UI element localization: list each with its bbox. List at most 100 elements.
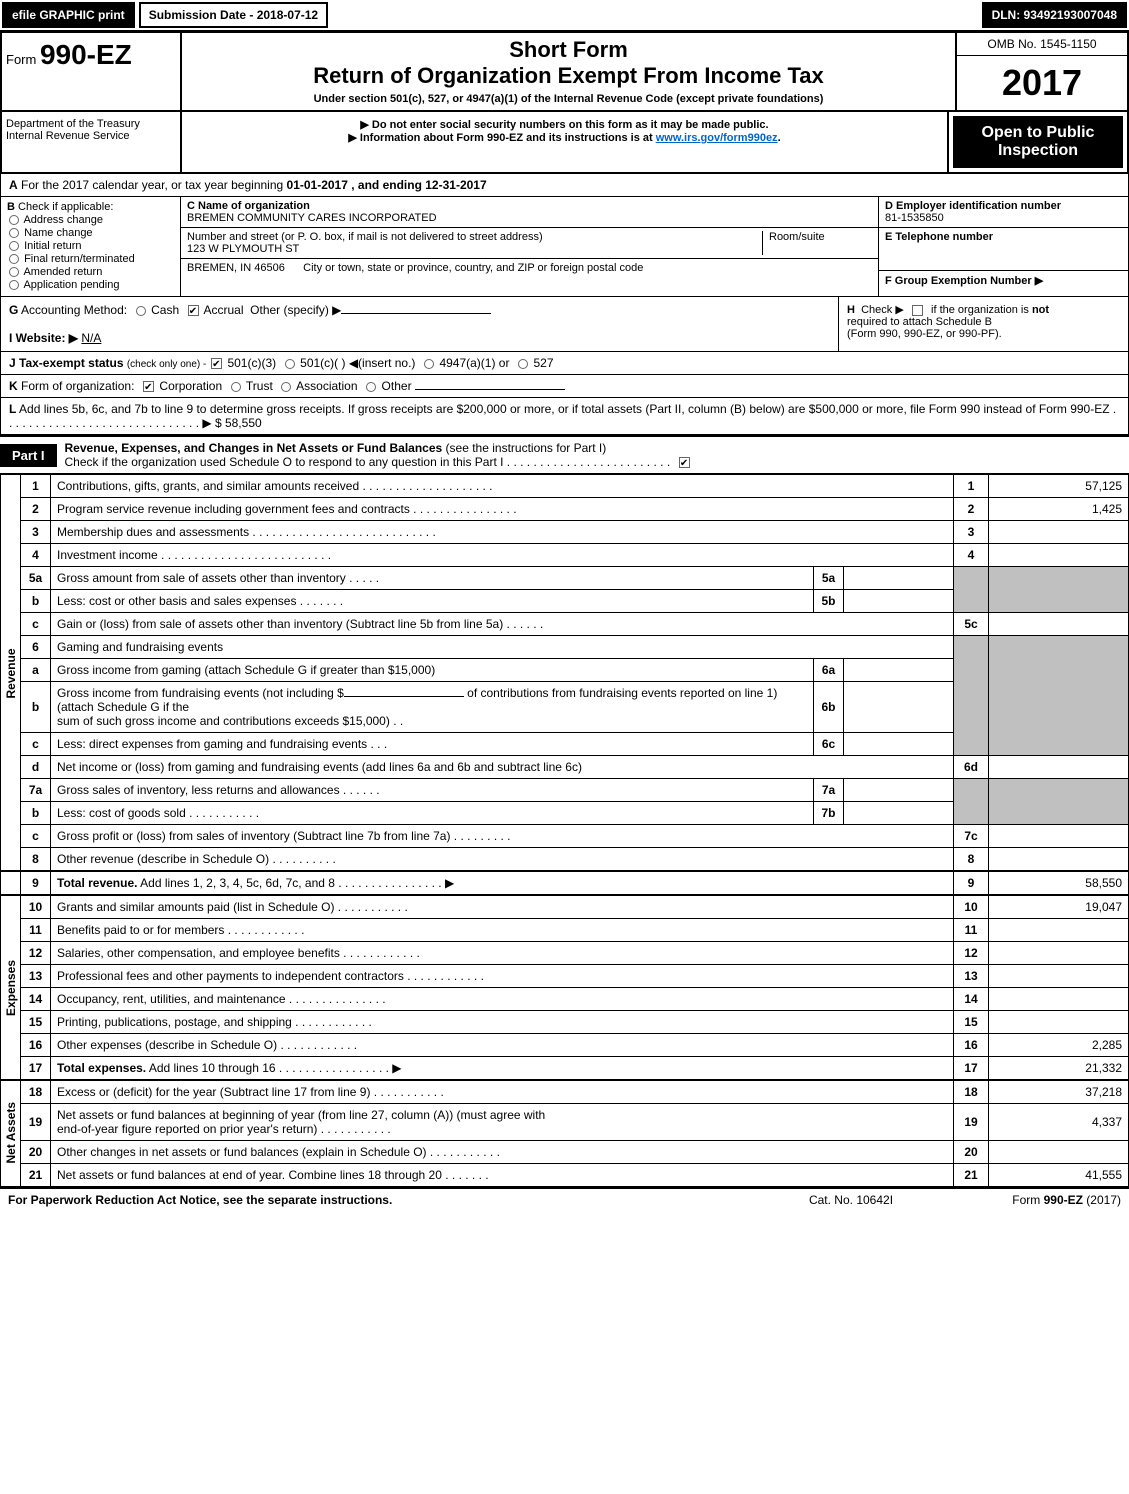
amt-8 (989, 848, 1129, 872)
radio-501c[interactable] (285, 359, 295, 369)
line-5c: c Gain or (loss) from sale of assets oth… (1, 613, 1129, 636)
other-specify-line[interactable] (341, 313, 491, 314)
dept-irs: Internal Revenue Service (6, 130, 172, 142)
chk-amended-return[interactable]: Amended return (7, 266, 174, 278)
form-number: 990-EZ (40, 39, 132, 70)
part-i-header: Part I Revenue, Expenses, and Changes in… (0, 435, 1129, 474)
street-value: 123 W PLYMOUTH ST (187, 243, 299, 255)
right-col: OMB No. 1545-1150 2017 (957, 33, 1127, 110)
line-16: 16 Other expenses (describe in Schedule … (1, 1034, 1129, 1057)
city-label: City or town, state or province, country… (303, 262, 643, 274)
line-2: 2 Program service revenue including gove… (1, 498, 1129, 521)
f-arrow-icon: ▶ (1035, 275, 1043, 287)
street-label: Number and street (or P. O. box, if mail… (187, 231, 543, 243)
amt-21: 41,555 (989, 1164, 1129, 1187)
line-20: 20 Other changes in net assets or fund b… (1, 1141, 1129, 1164)
amt-9: 58,550 (989, 871, 1129, 895)
section-a: A For the 2017 calendar year, or tax yea… (0, 174, 1129, 197)
department-col: Department of the Treasury Internal Reve… (2, 112, 182, 172)
amt-13 (989, 965, 1129, 988)
j-label: J Tax-exempt status (9, 356, 124, 370)
line-18: Net Assets 18 Excess or (deficit) for th… (1, 1080, 1129, 1104)
check-501c3[interactable] (211, 358, 222, 369)
e-label: E Telephone number (885, 231, 993, 243)
chk-initial-return[interactable]: Initial return (7, 240, 174, 252)
h-label: H (847, 304, 855, 316)
tax-year-begin: 01-01-2017 (287, 178, 348, 192)
6b-amount-line[interactable] (344, 696, 464, 697)
amt-16: 2,285 (989, 1034, 1129, 1057)
part-i-label: Part I (0, 444, 57, 467)
section-b: B Check if applicable: Address change Na… (1, 197, 181, 296)
open-to-public-badge: Open to Public Inspection (953, 116, 1123, 168)
check-schedule-o[interactable] (679, 457, 690, 468)
section-def: D Employer identification number 81-1535… (878, 197, 1128, 296)
dln-badge: DLN: 93492193007048 (982, 2, 1127, 28)
section-a-label: A (9, 178, 18, 192)
instructions-link[interactable]: www.irs.gov/form990ez (656, 132, 778, 144)
short-form-label: Short Form (192, 37, 945, 63)
instr-line1: ▶ Do not enter social security numbers o… (188, 118, 941, 131)
section-b-label: B (7, 201, 15, 213)
amt-7c (989, 825, 1129, 848)
top-bar: efile GRAPHIC print Submission Date - 20… (0, 0, 1129, 31)
line-7a: 7a Gross sales of inventory, less return… (1, 779, 1129, 802)
k-other-line[interactable] (415, 389, 565, 390)
footer-paperwork: For Paperwork Reduction Act Notice, see … (8, 1193, 761, 1207)
dept-treasury: Department of the Treasury (6, 118, 172, 130)
omb-number: OMB No. 1545-1150 (957, 33, 1127, 56)
footer-catno: Cat. No. 10642I (761, 1193, 941, 1207)
footer-formno: Form 990-EZ (2017) (941, 1193, 1121, 1207)
line-3: 3 Membership dues and assessments . . . … (1, 521, 1129, 544)
amt-11 (989, 919, 1129, 942)
radio-other[interactable] (366, 382, 376, 392)
radio-association[interactable] (281, 382, 291, 392)
line-13: 13 Professional fees and other payments … (1, 965, 1129, 988)
amt-2: 1,425 (989, 498, 1129, 521)
radio-cash[interactable] (136, 306, 146, 316)
d-label: D Employer identification number (885, 200, 1061, 212)
instructions-col: ▶ Do not enter social security numbers o… (182, 112, 949, 172)
section-l: L Add lines 5b, 6c, and 7b to line 9 to … (0, 398, 1129, 435)
line-7c: c Gross profit or (loss) from sales of i… (1, 825, 1129, 848)
tax-year-end: 12-31-2017 (425, 178, 486, 192)
form-prefix: Form (6, 52, 36, 67)
amt-1: 57,125 (989, 475, 1129, 498)
line-10: Expenses 10 Grants and similar amounts p… (1, 895, 1129, 919)
line-1: Revenue 1 Contributions, gifts, grants, … (1, 475, 1129, 498)
check-corporation[interactable] (143, 381, 154, 392)
chk-name-change[interactable]: Name change (7, 227, 174, 239)
chk-application-pending[interactable]: Application pending (7, 279, 174, 291)
city-value: BREMEN, IN 46506 (187, 262, 285, 274)
check-h[interactable] (912, 305, 923, 316)
amt-18: 37,218 (989, 1080, 1129, 1104)
line-19: 19 Net assets or fund balances at beginn… (1, 1104, 1129, 1141)
line-4: 4 Investment income . . . . . . . . . . … (1, 544, 1129, 567)
radio-trust[interactable] (231, 382, 241, 392)
tax-year: 2017 (957, 56, 1127, 110)
amt-5c (989, 613, 1129, 636)
radio-527[interactable] (518, 359, 528, 369)
chk-address-change[interactable]: Address change (7, 214, 174, 226)
i-label: I Website: ▶ (9, 331, 78, 345)
website-value: N/A (81, 331, 101, 345)
amt-6d (989, 756, 1129, 779)
part-i-table: Revenue 1 Contributions, gifts, grants, … (0, 474, 1129, 1187)
amt-12 (989, 942, 1129, 965)
block-bcdef: B Check if applicable: Address change Na… (0, 197, 1129, 297)
amt-19: 4,337 (989, 1104, 1129, 1141)
spacer (332, 2, 977, 28)
l-amount: $ 58,550 (215, 416, 262, 430)
line-5a: 5a Gross amount from sale of assets othe… (1, 567, 1129, 590)
check-accrual[interactable] (188, 305, 199, 316)
amt-20 (989, 1141, 1129, 1164)
f-label: F Group Exemption Number (885, 275, 1032, 287)
chk-final-return[interactable]: Final return/terminated (7, 253, 174, 265)
section-k: K Form of organization: Corporation Trus… (0, 375, 1129, 398)
line-6: 6 Gaming and fundraising events (1, 636, 1129, 659)
section-c: C Name of organization BREMEN COMMUNITY … (181, 197, 878, 296)
revenue-side-label: Revenue (1, 475, 21, 872)
ein-value: 81-1535850 (885, 212, 944, 224)
c-name-label: C Name of organization (187, 200, 310, 212)
radio-4947[interactable] (424, 359, 434, 369)
